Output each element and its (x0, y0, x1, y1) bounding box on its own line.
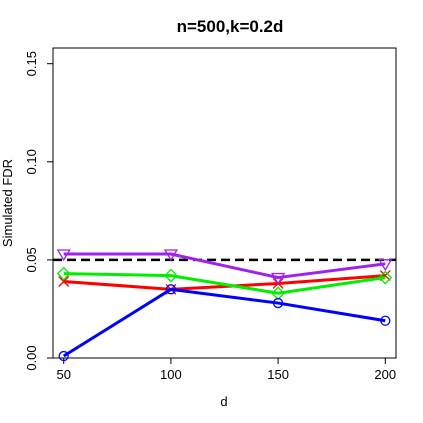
series-line (62, 287, 386, 358)
y-tick-label: 0.05 (24, 247, 39, 272)
x-axis: 50 100 150 200 (56, 358, 396, 382)
series-group (56, 249, 393, 362)
data-point (165, 284, 177, 295)
y-tick-label: 0.10 (24, 149, 39, 174)
data-point (378, 259, 393, 272)
series-line (63, 272, 386, 295)
data-point (163, 268, 178, 283)
x-tick-label: 200 (374, 367, 396, 382)
data-point (56, 249, 71, 262)
y-tick-label: 0.00 (24, 345, 39, 370)
series-diamond (56, 266, 393, 301)
series-line (63, 274, 386, 291)
y-axis-label: Simulated FDR (0, 159, 15, 247)
series-line (63, 252, 386, 280)
series-triangle-down (56, 249, 393, 285)
data-point (271, 286, 286, 301)
x-tick-label: 100 (160, 367, 182, 382)
data-point (270, 272, 286, 285)
series-circle (58, 284, 391, 362)
y-axis: 0.00 0.05 0.10 0.15 (24, 51, 53, 371)
plot-frame (52, 47, 397, 359)
chart-title: n=500,k=0.2d (177, 17, 284, 36)
x-axis-label: d (220, 394, 227, 409)
data-point (378, 270, 393, 285)
y-tick-label: 0.15 (24, 51, 39, 76)
data-point (58, 276, 70, 287)
x-tick-label: 150 (267, 367, 289, 382)
data-point (163, 249, 179, 262)
x-tick-label: 50 (56, 367, 70, 382)
data-point (380, 315, 391, 326)
data-point (56, 266, 71, 281)
data-point (272, 297, 284, 309)
data-point (58, 350, 69, 362)
